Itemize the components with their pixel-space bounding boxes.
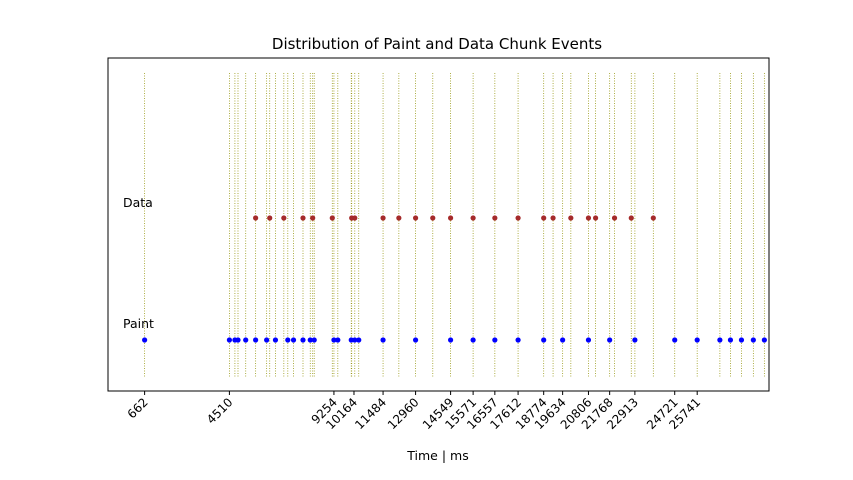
paint-point (727, 337, 734, 343)
x-tick-label: 11484 (352, 395, 389, 432)
data-point (396, 215, 402, 221)
paint-point (585, 337, 592, 343)
chart-title: Distribution of Paint and Data Chunk Eve… (272, 35, 602, 53)
paint-point (356, 337, 362, 343)
x-tick-label: 4510 (204, 395, 235, 426)
paint-point (750, 337, 756, 343)
event-points (142, 215, 767, 343)
data-point (550, 215, 556, 221)
data-point (267, 215, 273, 221)
data-point (592, 215, 599, 221)
plot-frame (107, 57, 770, 392)
paint-point (607, 337, 613, 343)
data-point (650, 215, 656, 221)
paint-point (560, 337, 566, 343)
paint-point (515, 337, 521, 343)
paint-point (447, 337, 454, 343)
paint-point (470, 337, 476, 343)
data-point (492, 215, 498, 221)
paint-point (235, 337, 241, 343)
paint-point (290, 337, 297, 343)
data-point (352, 215, 358, 221)
data-point (447, 215, 454, 221)
data-point (611, 215, 618, 221)
paint-point (253, 337, 259, 343)
paint-point (335, 337, 341, 343)
paint-point (761, 337, 767, 343)
data-point (628, 215, 634, 221)
paint-point (272, 337, 279, 343)
paint-point (738, 337, 745, 343)
paint-point (264, 337, 270, 343)
data-point (430, 215, 436, 221)
x-tick-label: 12960 (385, 395, 422, 432)
data-point (380, 215, 386, 221)
x-tick-label: 662 (125, 395, 151, 421)
paint-point (331, 337, 337, 343)
paint-point (717, 337, 723, 343)
row-label-data: Data (123, 195, 153, 210)
row-label-paint: Paint (123, 316, 154, 331)
paint-point (243, 337, 249, 343)
data-point (470, 215, 476, 221)
data-point (541, 215, 547, 221)
paint-point (285, 337, 291, 343)
paint-point (142, 337, 148, 343)
data-point (585, 215, 592, 221)
paint-point (307, 337, 313, 343)
data-point (300, 215, 306, 221)
data-point (412, 215, 419, 221)
data-point (329, 215, 335, 221)
data-point (310, 215, 316, 221)
paint-point (541, 337, 547, 343)
paint-point (226, 337, 233, 343)
data-point (568, 215, 574, 221)
paint-point (380, 337, 386, 343)
paint-point (672, 337, 678, 343)
event-vertical-lines (144, 73, 765, 378)
data-point (515, 215, 521, 221)
x-axis-label: Time | ms (406, 448, 468, 463)
paint-point (412, 337, 419, 343)
paint-point (632, 337, 638, 343)
data-point (253, 215, 259, 221)
paint-point (694, 337, 700, 343)
x-axis-ticks: 662 4510 925410164114841296014549155711655… (125, 391, 703, 432)
paint-point (311, 337, 317, 343)
paint-point (492, 337, 498, 343)
data-point (281, 215, 287, 221)
paint-point (300, 337, 306, 343)
paint-point (352, 337, 358, 343)
